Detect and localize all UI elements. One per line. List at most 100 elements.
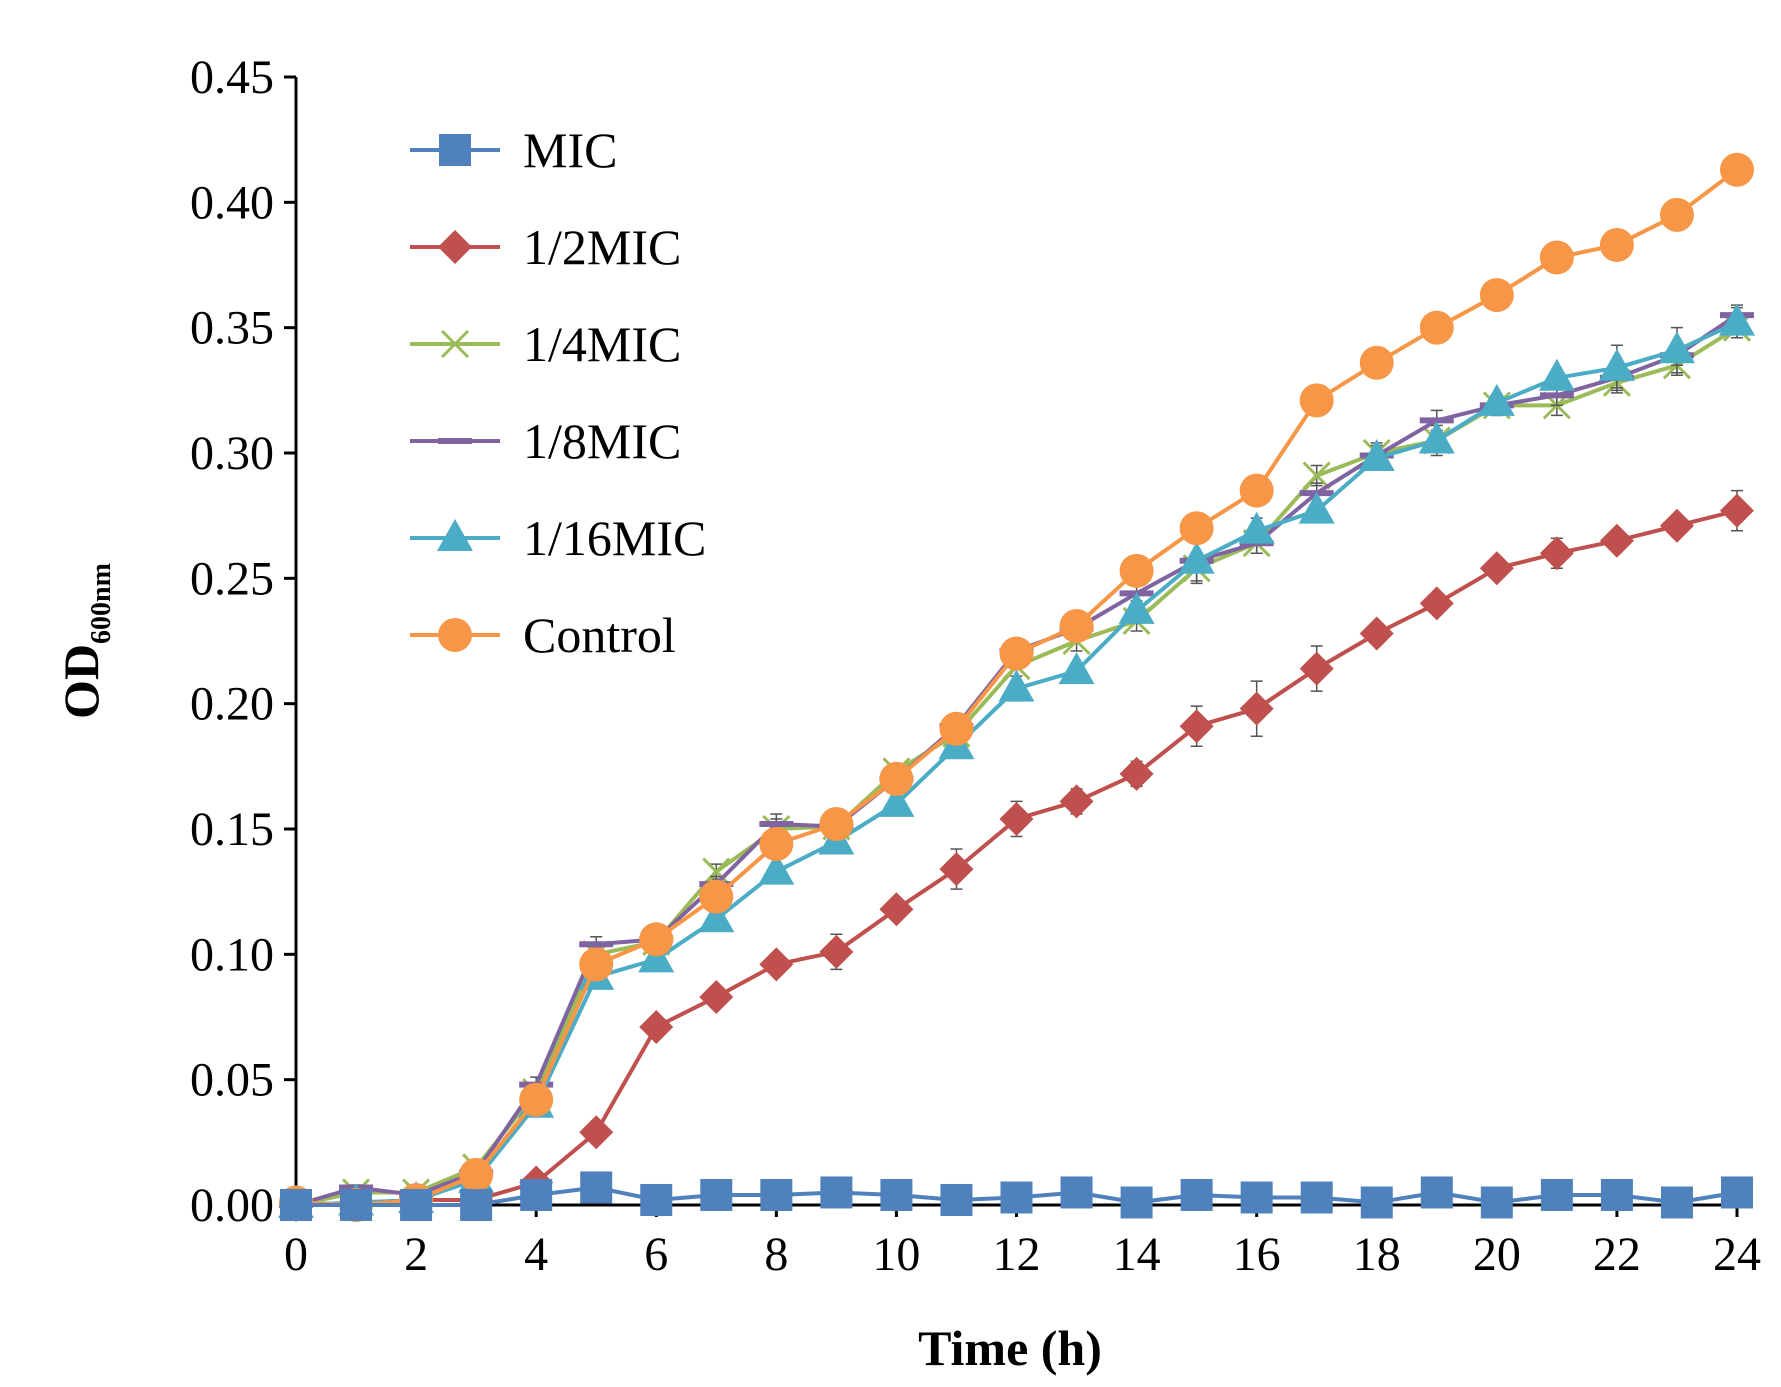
data-point-control [1179,511,1214,546]
data-point-mic [820,1176,853,1209]
data-point-control [1239,473,1274,508]
data-point-1-2mic [1179,709,1214,744]
data-point-control [579,947,614,982]
data-point-mic [1060,1176,1093,1209]
legend-item-1-8mic: 1/8MIC [410,413,681,469]
series-line-1-4mic [295,326,1739,1207]
data-point-1-16mic [1178,541,1215,574]
y-tick-label: 0.45 [190,51,274,104]
legend-item-mic: MIC [410,122,617,178]
x-tick-label: 24 [1713,1228,1761,1281]
y-axis-title-subscript: 600nm [86,563,117,644]
data-point-1-16mic [638,940,675,973]
data-point-mic [940,1183,973,1216]
data-point-1-2mic [1720,493,1754,528]
x-tick-label: 18 [1353,1228,1401,1281]
legend-label: 1/2MIC [523,219,681,275]
data-point-control [1419,310,1454,345]
data-point-mic [760,1178,793,1211]
x-tick-label: 16 [1233,1228,1281,1281]
series-mic [280,1171,1753,1221]
data-point-1-16mic [1478,383,1515,416]
legend-item-1-4mic: 1/4MIC [410,316,681,372]
data-point-1-16mic [1118,591,1155,624]
series-1-8mic [279,304,1754,1208]
data-point-1-2mic [699,979,734,1014]
data-point-mic [520,1178,553,1211]
data-point-1-16mic [1719,303,1755,336]
data-point-mic [1721,1176,1753,1209]
data-point-1-16mic [1058,652,1095,685]
y-tick-label: 0.05 [190,1054,274,1107]
data-point-mic [340,1189,373,1221]
legend-item-control: Control [410,607,676,663]
y-tick-label: 0.20 [190,678,274,731]
data-point-1-16mic [1238,511,1275,544]
data-point-control [879,761,914,796]
data-point-1-2mic [1239,691,1274,726]
data-point-1-16mic [758,852,795,885]
y-axis-title: OD600nm [53,563,117,719]
data-point-1-4mic [1302,461,1331,490]
x-tick-label: 2 [404,1228,428,1281]
data-point-1-2mic [939,852,974,887]
legend-label: 1/16MIC [523,510,706,566]
y-tick-label: 0.10 [190,928,274,981]
data-point-1-2mic [819,934,854,969]
data-point-1-2mic [1419,586,1454,621]
legend: MIC 1/2MIC 1/4MIC 1/8MIC 1/16MIC Control [410,122,706,663]
data-point-mic [1000,1181,1033,1214]
data-point-1-16mic [1598,348,1635,381]
data-point-1-16mic [698,900,735,933]
legend-marker [440,329,470,359]
y-tick-label: 0.30 [190,427,274,480]
data-point-mic [460,1189,493,1221]
data-point-1-2mic [1119,756,1154,791]
legend-marker [438,230,472,264]
data-point-1-2mic [1359,616,1394,651]
y-axis-title-main: OD [53,644,109,719]
data-point-mic [1120,1186,1153,1219]
data-point-1-4mic [702,857,731,886]
legend-marker [438,618,472,652]
data-point-1-2mic [579,1115,614,1150]
data-point-control [1359,345,1394,380]
data-point-1-16mic [1358,439,1395,472]
data-point-mic [640,1183,673,1216]
y-tick-label: 0.35 [190,302,274,355]
legend-label: MIC [523,122,617,178]
y-tick-label: 0.00 [190,1179,274,1232]
data-point-mic [1480,1186,1513,1219]
data-point-mic [1180,1178,1213,1211]
x-axis-title: Time (h) [918,1320,1102,1376]
legend-marker [439,134,471,166]
data-point-1-2mic [1059,784,1094,819]
data-point-control [1479,278,1514,313]
x-tick-label: 20 [1473,1228,1521,1281]
data-point-mic [280,1189,312,1221]
x-ticks: 0 2 4 6 8 10 12 14 16 18 20 22 24 [284,1205,1761,1281]
data-point-control [939,711,974,746]
data-point-control [759,827,794,862]
data-point-mic [580,1171,613,1204]
data-point-control [1720,152,1754,187]
data-point-1-16mic [1658,331,1695,364]
data-point-mic [700,1178,733,1211]
data-point-1-2mic [999,801,1034,836]
data-point-mic [400,1189,433,1221]
data-point-1-2mic [639,1010,674,1045]
data-point-1-2mic [1299,651,1334,686]
data-point-mic [1600,1178,1633,1211]
x-tick-label: 22 [1593,1228,1641,1281]
data-point-control [519,1082,554,1117]
data-point-1-16mic [1538,358,1575,391]
x-tick-label: 0 [284,1228,308,1281]
legend-label: Control [523,607,676,663]
y-ticks: 0.00 0.05 0.10 0.15 0.20 0.25 0.30 0.35 0.40 0.45 [190,51,296,1232]
series-layer [278,152,1755,1222]
x-tick-label: 6 [644,1228,668,1281]
data-point-control [699,879,734,914]
data-point-control [459,1157,494,1192]
series-1-4mic [281,313,1752,1220]
